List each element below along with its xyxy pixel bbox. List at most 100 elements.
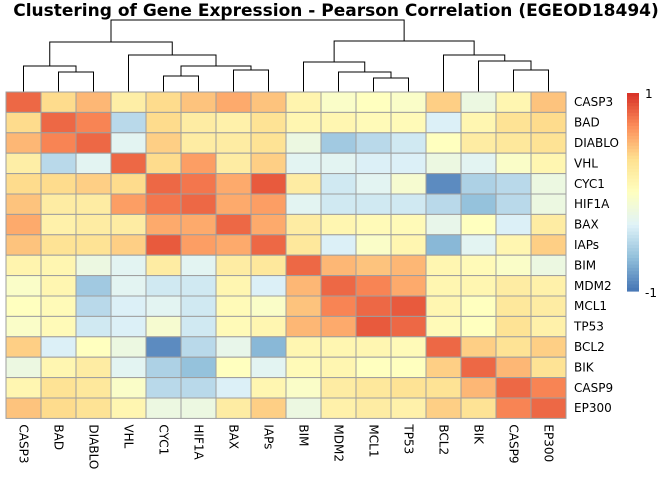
heatmap-cell (180, 193, 217, 215)
heatmap-cell (320, 193, 357, 215)
heatmap-cell (145, 234, 182, 256)
heatmap-cell (460, 234, 497, 256)
heatmap-cell (250, 315, 287, 338)
heatmap-cell (40, 254, 77, 277)
heatmap-cell (145, 397, 182, 419)
heatmap-cell (460, 173, 497, 195)
heatmap-cell (285, 295, 322, 317)
heatmap-cell (40, 132, 77, 154)
heatmap-cell (390, 377, 427, 399)
heatmap-cell (215, 132, 252, 154)
heatmap-cell (495, 254, 532, 277)
dendrogram-branch (373, 77, 409, 92)
heatmap-cell (215, 213, 252, 236)
heatmap-cell (5, 356, 42, 379)
heatmap-cell (355, 173, 392, 195)
heatmap-cell (5, 254, 42, 277)
row-label: BCL2 (574, 340, 605, 354)
heatmap-cell (145, 336, 182, 358)
heatmap-cell (320, 213, 357, 236)
dendrogram-branch (478, 60, 532, 92)
heatmap-cell (5, 173, 42, 195)
heatmap-cell (40, 91, 77, 113)
row-label: DIABLO (574, 136, 619, 150)
heatmap-cell (180, 91, 217, 113)
heatmap-cell (180, 213, 217, 236)
heatmap-cell (75, 397, 112, 419)
heatmap-cell (285, 315, 322, 338)
heatmap-cell (5, 234, 42, 256)
row-label: BAD (574, 116, 600, 130)
heatmap-cell (75, 193, 112, 215)
heatmap-cell (390, 111, 427, 134)
heatmap-cell (355, 91, 392, 113)
heatmap-cell (5, 91, 42, 113)
heatmap-cell (495, 132, 532, 154)
dendrogram-branch (128, 54, 217, 92)
heatmap-cell (5, 377, 42, 399)
heatmap-cell (530, 132, 567, 154)
heatmap-cell (355, 152, 392, 175)
heatmap-cell (250, 356, 287, 379)
row-label: MDM2 (574, 279, 612, 293)
heatmap-cell (285, 397, 322, 419)
heatmap-cell (425, 234, 462, 256)
heatmap-cell (75, 91, 112, 113)
heatmap-cell (215, 275, 252, 297)
color-legend: 1 -1 (627, 87, 657, 300)
heatmap-cell (250, 111, 287, 134)
heatmap-cell (215, 193, 252, 215)
heatmap-cell (180, 173, 217, 195)
dendrogram-branch (58, 71, 94, 92)
heatmap-cell (215, 91, 252, 113)
legend-tick-low: -1 (645, 286, 657, 300)
heatmap-cell (145, 91, 182, 113)
column-label: MCL1 (367, 424, 381, 457)
heatmap-cell (215, 377, 252, 399)
heatmap-cell (390, 132, 427, 154)
heatmap-cell (530, 152, 567, 175)
heatmap-cell (145, 254, 182, 277)
heatmap-cell (285, 336, 322, 358)
heatmap-cell (215, 336, 252, 358)
heatmap-cell (460, 213, 497, 236)
heatmap-cell (40, 336, 77, 358)
heatmap-cell (110, 315, 147, 338)
heatmap-cell (250, 91, 287, 113)
heatmap-cell (40, 275, 77, 297)
heatmap-cell (390, 152, 427, 175)
row-labels: CASP3 BAD DIABLO VHL CYC1 HIF1A BAX IAPs BIM MDM2… (573, 95, 619, 415)
heatmap-cell (460, 111, 497, 134)
column-label: HIF1A (192, 424, 206, 460)
heatmap-cell (110, 295, 147, 317)
heatmap-cell (250, 377, 287, 399)
row-label: BAX (574, 218, 599, 232)
heatmap-cell (40, 234, 77, 256)
heatmap-cell (215, 234, 252, 256)
heatmap-cell (145, 377, 182, 399)
heatmap-cell (180, 377, 217, 399)
heatmap-cell (285, 254, 322, 277)
heatmap-cell (390, 254, 427, 277)
heatmap-cell (355, 111, 392, 134)
heatmap-cell (285, 111, 322, 134)
heatmap-cell (75, 336, 112, 358)
heatmap-cell (495, 356, 532, 379)
heatmap-cell (180, 132, 217, 154)
heatmap-cell (75, 111, 112, 134)
heatmap-cell (215, 397, 252, 419)
heatmap-cell (180, 397, 217, 419)
heatmap-cell (495, 111, 532, 134)
legend-tick-high: 1 (645, 87, 653, 101)
heatmap-cell (530, 377, 567, 399)
heatmap-cell (110, 275, 147, 297)
heatmap-cell (320, 275, 357, 297)
heatmap-cell (355, 315, 392, 338)
heatmap-cell (180, 234, 217, 256)
row-label: HIF1A (574, 197, 610, 211)
row-label: CASP9 (574, 381, 613, 395)
heatmap-cell (5, 275, 42, 297)
heatmap-cell (180, 111, 217, 134)
heatmap-cell (5, 213, 42, 236)
heatmap-cell (5, 336, 42, 358)
